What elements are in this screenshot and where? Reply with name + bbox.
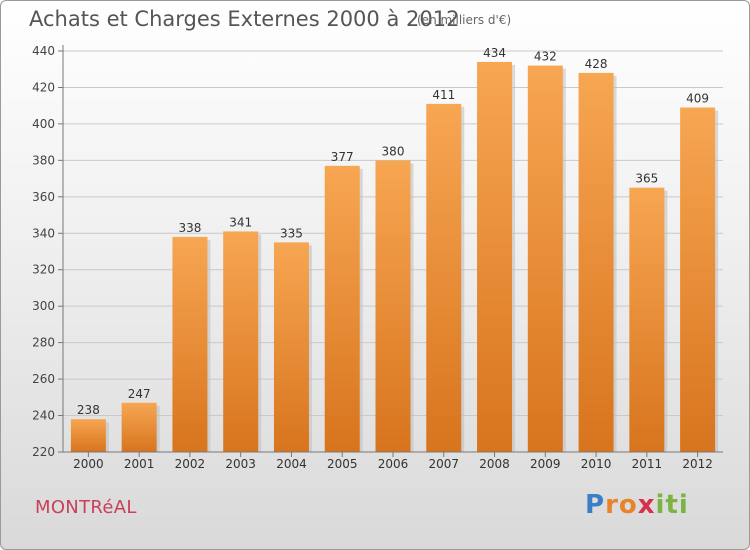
- logo-letter: t: [665, 490, 679, 520]
- x-tick-label: 2004: [276, 457, 307, 471]
- x-tick-label: 2011: [632, 457, 663, 471]
- value-label: 377: [331, 150, 354, 164]
- bar: [273, 242, 309, 452]
- value-label: 247: [128, 387, 151, 401]
- value-label: 338: [178, 221, 201, 235]
- y-tick-label: 400: [32, 117, 55, 131]
- y-tick-label: 240: [32, 409, 55, 423]
- x-tick-label: 2012: [682, 457, 713, 471]
- bar: [223, 231, 259, 452]
- y-tick-label: 420: [32, 80, 55, 94]
- logo-letter: r: [605, 490, 619, 520]
- x-tick-label: 2010: [581, 457, 612, 471]
- y-tick-label: 340: [32, 226, 55, 240]
- logo-letter: i: [678, 490, 689, 520]
- bar: [629, 187, 665, 453]
- value-label: 428: [585, 57, 608, 71]
- value-label: 380: [382, 144, 405, 158]
- value-label: 409: [686, 92, 709, 106]
- bar: [680, 107, 716, 452]
- y-tick-label: 360: [32, 190, 55, 204]
- chart-title: Achats et Charges Externes 2000 à 2012: [29, 7, 460, 31]
- logo-letter: P: [585, 490, 606, 520]
- y-tick-label: 280: [32, 336, 55, 350]
- logo-letter: x: [637, 490, 656, 520]
- value-label: 365: [635, 172, 658, 186]
- bar: [70, 419, 106, 452]
- value-label: 411: [432, 88, 455, 102]
- x-tick-label: 2002: [175, 457, 206, 471]
- x-tick-label: 2008: [479, 457, 510, 471]
- y-tick-label: 320: [32, 263, 55, 277]
- bar: [172, 236, 208, 452]
- value-label: 432: [534, 50, 557, 64]
- value-label: 341: [229, 215, 252, 229]
- bar: [426, 103, 462, 452]
- y-tick-label: 220: [32, 445, 55, 459]
- y-tick-label: 260: [32, 372, 55, 386]
- y-tick-label: 380: [32, 153, 55, 167]
- x-tick-label: 2001: [124, 457, 155, 471]
- logo-letter: i: [655, 490, 666, 520]
- bar: [578, 72, 614, 452]
- x-tick-label: 2006: [378, 457, 409, 471]
- bar: [375, 160, 411, 452]
- x-tick-label: 2003: [225, 457, 256, 471]
- city-name: MONTRéAL: [35, 497, 137, 518]
- y-tick-label: 300: [32, 299, 55, 313]
- x-tick-label: 2000: [73, 457, 104, 471]
- proxiti-logo: Proxiti: [585, 490, 689, 520]
- y-tick-label: 440: [32, 44, 55, 58]
- chart-subtitle: (en milliers d'€): [417, 13, 512, 27]
- bar: [477, 61, 513, 452]
- x-tick-label: 2009: [530, 457, 561, 471]
- value-label: 434: [483, 46, 506, 60]
- bar: [324, 165, 360, 452]
- x-tick-label: 2005: [327, 457, 358, 471]
- value-label: 238: [77, 403, 100, 417]
- bar: [121, 402, 157, 452]
- logo-letter: o: [618, 490, 638, 520]
- value-label: 335: [280, 226, 303, 240]
- bar: [527, 65, 563, 452]
- x-tick-label: 2007: [428, 457, 459, 471]
